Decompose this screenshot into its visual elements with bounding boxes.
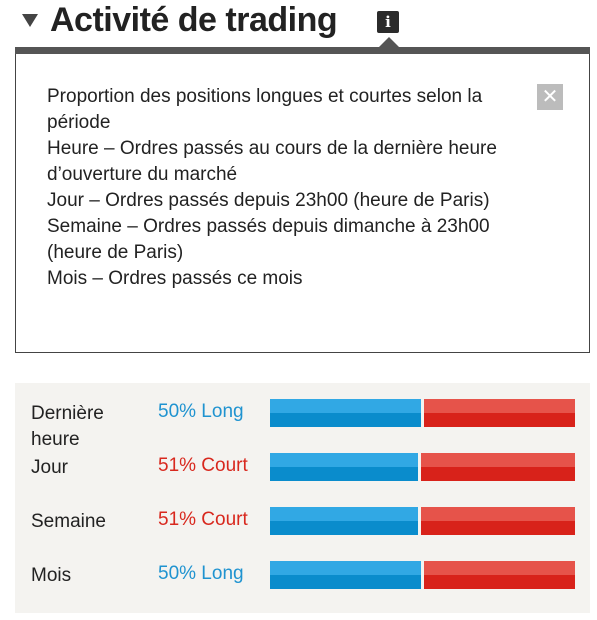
stat-row-week: Semaine 51% Court [15, 507, 590, 537]
stat-row-month: Mois 50% Long [15, 561, 590, 591]
long-segment [270, 453, 418, 481]
section-header: Activité de trading i [0, 0, 597, 52]
info-panel: Proportion des positions longues et cour… [15, 54, 590, 353]
info-line-week: Semaine – Ordres passés depuis dimanche … [47, 216, 490, 263]
info-line-day: Jour – Ordres passés depuis 23h00 (heure… [47, 190, 490, 211]
short-segment [424, 399, 575, 427]
stat-row-day: Jour 51% Court [15, 453, 590, 483]
info-line-intro: Proportion des positions longues et cour… [47, 86, 483, 133]
header-divider [15, 47, 590, 54]
stat-label: Jour [31, 457, 68, 478]
info-line-hour: Heure – Ordres passés au cours de la der… [47, 138, 497, 185]
stat-row-hour: Dernière heure 50% Long [15, 399, 590, 450]
long-segment [270, 507, 418, 535]
triangle-down-icon[interactable] [22, 14, 38, 27]
stat-value: 50% Long [158, 401, 244, 422]
info-icon[interactable]: i [377, 11, 399, 33]
stat-label: Mois [31, 565, 72, 586]
sentiment-bar [270, 399, 575, 427]
page-title: Activité de trading [50, 1, 338, 39]
short-segment [424, 561, 575, 589]
info-text: Proportion des positions longues et cour… [47, 84, 507, 292]
sentiment-bar [270, 507, 575, 535]
sentiment-bar [270, 561, 575, 589]
stat-label: Semaine [31, 511, 106, 532]
stat-value: 50% Long [158, 563, 244, 584]
sentiment-panel: Dernière heure 50% Long Jour 51% Court S… [15, 383, 590, 613]
short-segment [421, 453, 575, 481]
stat-value: 51% Court [158, 509, 248, 530]
long-segment [270, 561, 421, 589]
info-line-month: Mois – Ordres passés ce mois [47, 268, 303, 289]
stat-label: Dernière heure [31, 403, 104, 450]
info-pointer [378, 37, 400, 48]
long-segment [270, 399, 421, 427]
close-icon[interactable]: ✕ [537, 84, 563, 110]
stat-value: 51% Court [158, 455, 248, 476]
short-segment [421, 507, 575, 535]
sentiment-bar [270, 453, 575, 481]
